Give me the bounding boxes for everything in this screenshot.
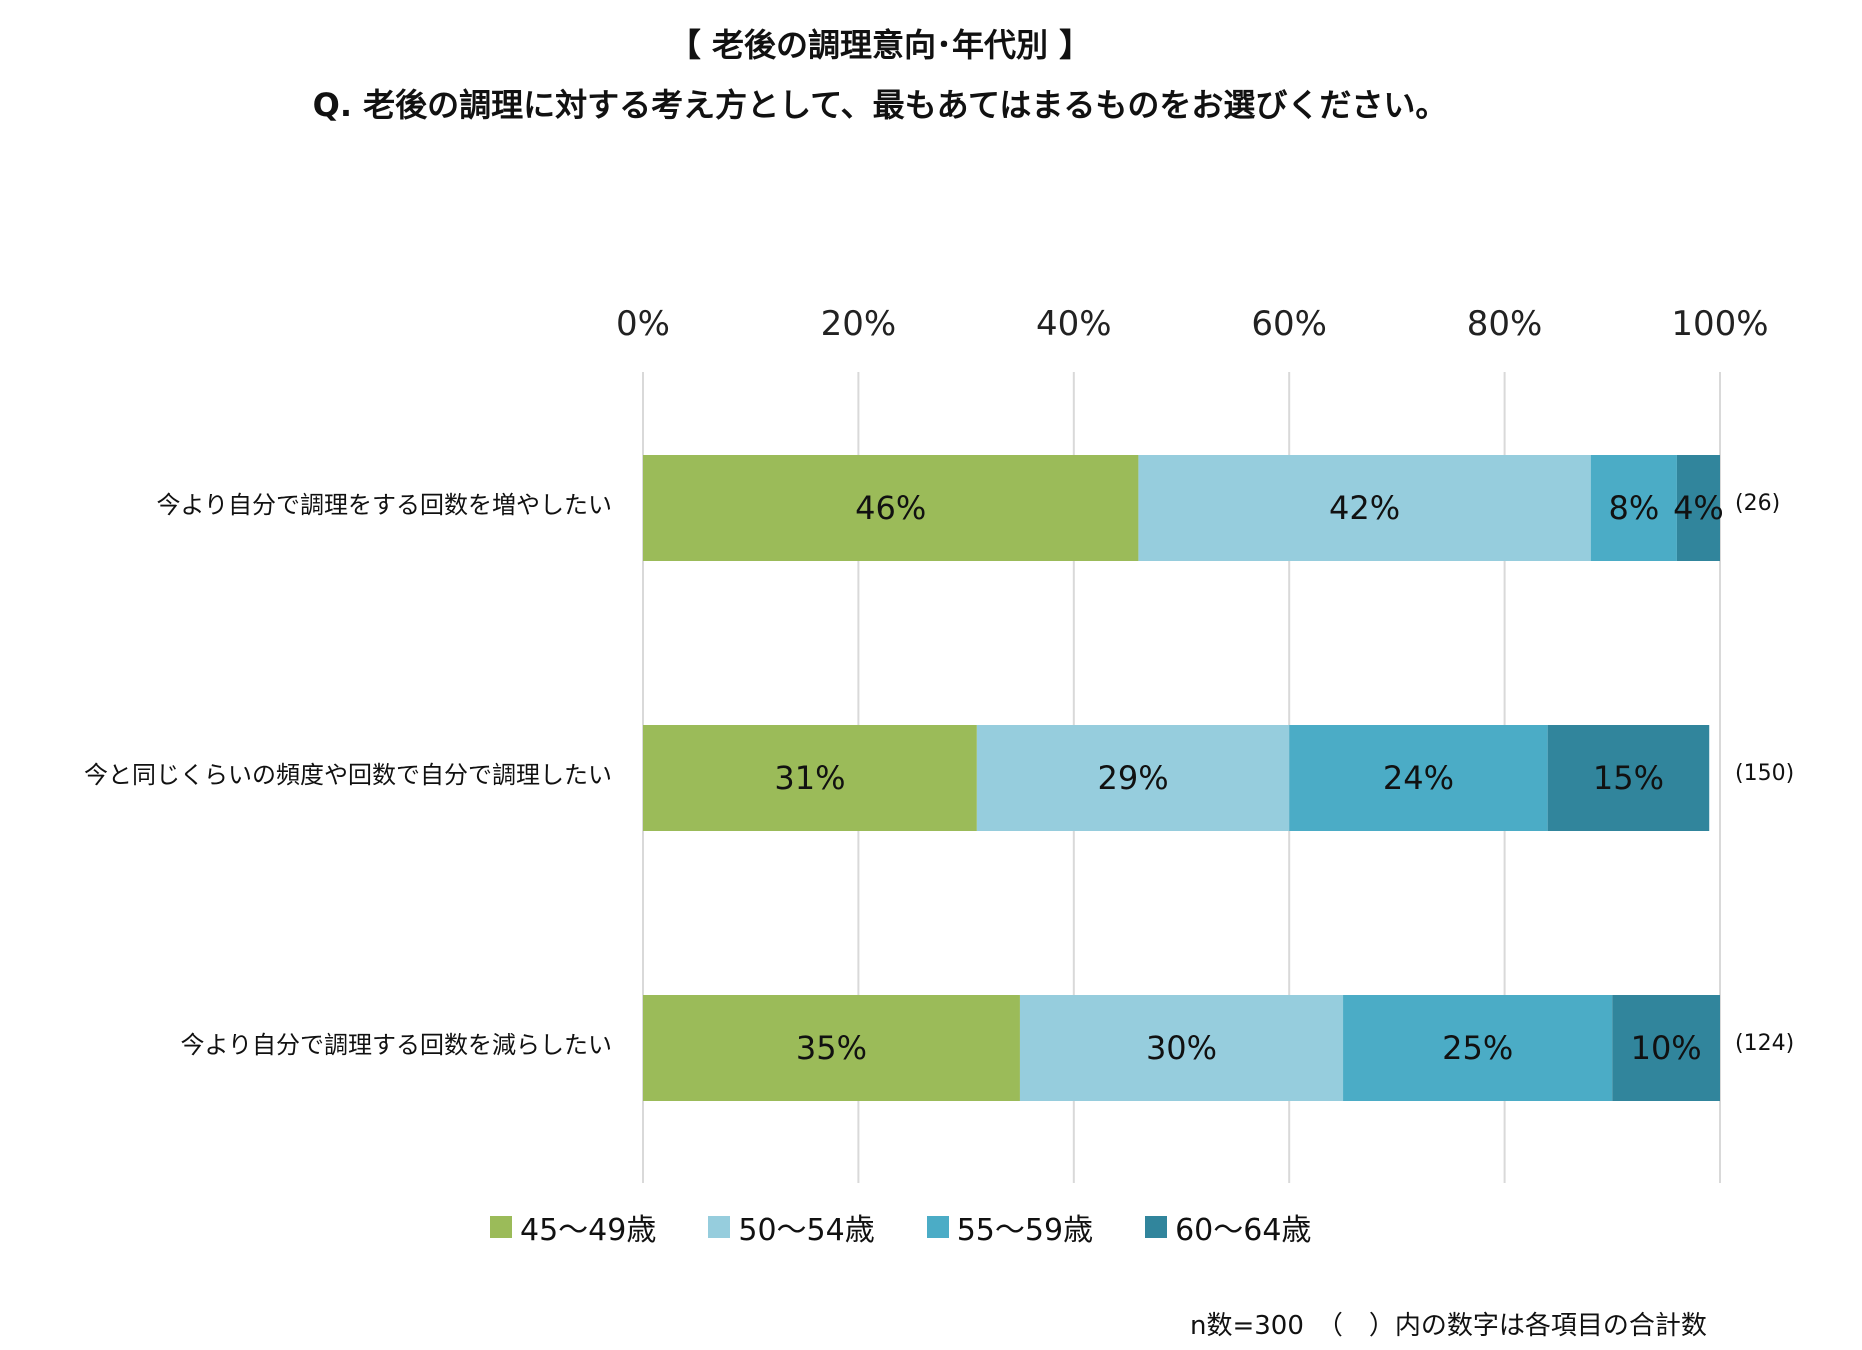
data-label: 4% — [1673, 489, 1724, 527]
bar-segment — [976, 725, 1290, 831]
legend-label: 50～54歳 — [738, 1213, 875, 1248]
data-label: 10% — [1631, 1029, 1702, 1067]
tick-label: 100% — [1671, 304, 1768, 344]
legend-label: 45～49歳 — [520, 1213, 657, 1248]
bar-segment — [1019, 995, 1344, 1101]
bar-segment — [643, 995, 1020, 1101]
category-total: (26) — [1735, 491, 1780, 516]
stacked-bar-chart: 0% 20% 40% 60% 80% 100% 今より自分で調理をする回数を増やしたい 46%… — [84, 304, 1794, 1183]
data-label: 46% — [855, 489, 926, 527]
bar-segment — [1676, 455, 1720, 561]
data-label: 42% — [1329, 489, 1400, 527]
data-label: 24% — [1383, 759, 1454, 797]
bar-segment — [1547, 725, 1710, 831]
legend-swatch — [708, 1216, 731, 1238]
footnote: n数=300 （ ）内の数字は各項目の合計数 — [1190, 1311, 1707, 1341]
category-total: (124) — [1735, 1031, 1794, 1056]
data-label: 29% — [1097, 759, 1168, 797]
legend-item: 45～49歳 — [490, 1205, 656, 1249]
bar-segment — [1343, 995, 1613, 1101]
tick-label: 20% — [821, 304, 897, 344]
bar-segment — [1289, 725, 1548, 831]
category-label: 今と同じくらいの頻度や回数で自分で調理したい — [84, 761, 612, 789]
data-label: 35% — [796, 1029, 867, 1067]
chart-title: 【 老後の調理意向･年代別 】 — [668, 26, 1092, 64]
tick-label: 60% — [1251, 304, 1327, 344]
category-total: (150) — [1735, 761, 1794, 786]
bar-segment — [643, 725, 977, 831]
tick-label: 0% — [616, 304, 670, 344]
data-label: 15% — [1593, 759, 1664, 797]
legend-label: 55～59歳 — [956, 1213, 1094, 1248]
data-label: 31% — [774, 759, 845, 797]
legend-item: 50～54歳 — [708, 1205, 875, 1249]
tick-label: 40% — [1036, 304, 1112, 344]
category-label: 今より自分で調理する回数を減らしたい — [180, 1031, 612, 1059]
chart-subtitle: Q. 老後の調理に対する考え方として、最もあてはまるものをお選びください。 — [312, 86, 1448, 124]
category-label: 今より自分で調理をする回数を増やしたい — [156, 491, 612, 519]
legend-swatch — [490, 1216, 512, 1238]
bar-segment — [1590, 455, 1677, 561]
legend: 45～49歳 50～54歳 55～59歳 60～64歳 — [490, 1205, 1311, 1249]
data-label: 30% — [1146, 1029, 1217, 1067]
legend-swatch — [926, 1216, 949, 1238]
data-label: 25% — [1442, 1029, 1513, 1067]
legend-swatch — [1145, 1216, 1168, 1238]
bar-segment — [1138, 455, 1591, 561]
data-label: 8% — [1608, 489, 1659, 527]
legend-label: 60～64歳 — [1175, 1213, 1312, 1248]
bar-segment — [643, 455, 1139, 561]
legend-item: 55～59歳 — [926, 1205, 1094, 1249]
tick-label: 80% — [1467, 304, 1543, 344]
legend-item: 60～64歳 — [1145, 1205, 1311, 1249]
bar-segment — [1612, 995, 1720, 1101]
